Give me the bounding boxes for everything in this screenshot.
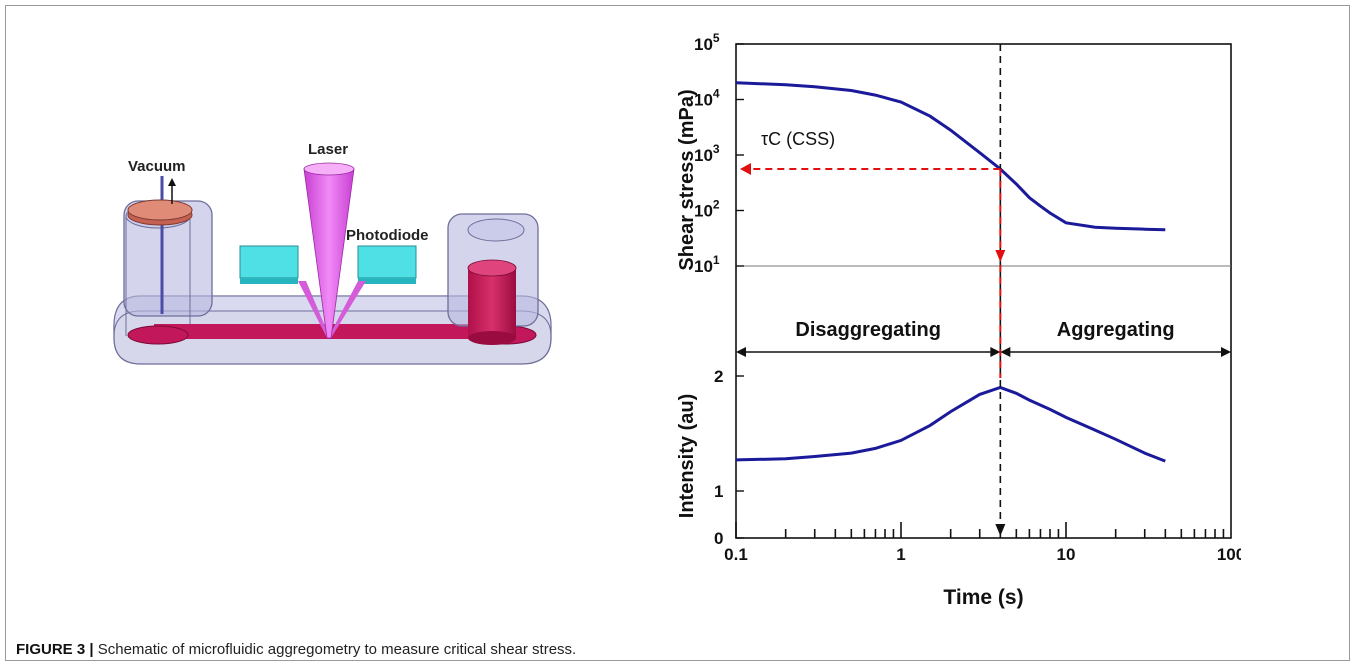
photodiode-pads — [239, 245, 417, 284]
right-reservoir — [447, 213, 539, 345]
scattered-beams — [298, 281, 366, 338]
x-tick-label: 0.1 — [724, 545, 748, 564]
figure-number: FIGURE 3 | — [16, 641, 94, 658]
arrowhead — [1000, 347, 1011, 357]
y-axis-title-top: Shear stress (mPa) — [676, 89, 698, 270]
x-tick-label: 100 — [1217, 545, 1241, 564]
y-tick-label-bottom: 2 — [714, 367, 723, 386]
shear-stress-curve — [735, 81, 1166, 232]
figure-panel: Vacuum Laser Photodiode 101 102 103 104 105 0… — [5, 5, 1350, 661]
y-tick-label-bottom: 1 — [714, 482, 723, 501]
photodiode-label: Photodiode — [346, 227, 429, 244]
critical-time-arrowhead — [995, 524, 1006, 536]
figure-caption: FIGURE 3 | Schematic of microfluidic agg… — [16, 641, 576, 658]
vacuum-piston — [127, 176, 193, 314]
css-arrowhead-left — [740, 162, 751, 175]
vacuum-label: Vacuum — [128, 158, 186, 175]
aggregating-label: Aggregating — [1057, 319, 1175, 341]
aggregometer-schematic: Vacuum Laser Photodiode — [113, 141, 552, 365]
x-tick-label: 1 — [896, 545, 905, 564]
arrowhead — [990, 347, 1001, 357]
arrowhead — [736, 347, 746, 357]
y-tick-label-top: 105 — [694, 31, 720, 54]
y-axis-title-bottom: Intensity (au) — [676, 394, 698, 518]
tau-c-annotation: τC (CSS) — [761, 129, 835, 149]
css-arrowhead-down — [995, 250, 1006, 262]
arrowhead — [1221, 347, 1231, 357]
plot-frame — [735, 43, 1232, 539]
x-axis-title: Time (s) — [943, 586, 1023, 609]
intensity-curve — [735, 385, 1166, 463]
x-tick-label: 10 — [1057, 545, 1076, 564]
y-tick-label-bottom: 0 — [714, 529, 723, 548]
disaggregating-label: Disaggregating — [795, 319, 941, 341]
caption-text: Schematic of microfluidic aggregometry t… — [97, 641, 577, 658]
laser-label: Laser — [308, 141, 348, 158]
laser-beam — [303, 162, 355, 339]
